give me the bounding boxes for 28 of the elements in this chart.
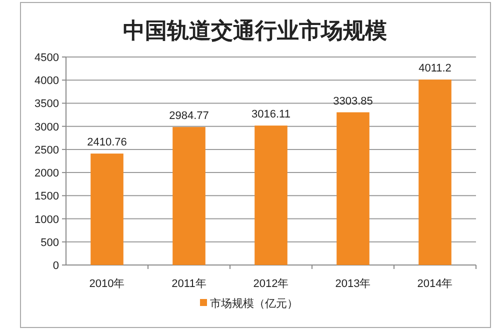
data-label: 2410.76 <box>87 136 127 149</box>
y-tick-label: 2500 <box>34 144 59 156</box>
y-tick-label: 4000 <box>34 75 59 88</box>
bar <box>172 127 206 265</box>
data-label: 3016.11 <box>252 108 290 121</box>
y-tick-label: 3500 <box>34 98 59 110</box>
x-tick-label: 2010年 <box>89 278 125 290</box>
y-tick-label: 0 <box>52 260 59 272</box>
chart-title: 中国轨道交通行业市场规模 <box>123 18 387 43</box>
bar <box>254 126 288 265</box>
y-tick-label: 4500 <box>34 52 59 64</box>
legend: 市场规模（亿元） <box>200 298 298 310</box>
y-tick-label: 1500 <box>34 190 59 203</box>
bar <box>336 112 370 265</box>
data-label: 4011.2 <box>418 62 452 75</box>
data-label: 2984.77 <box>169 110 209 122</box>
x-tick-label: 2011年 <box>172 278 206 290</box>
legend-label: 市场规模（亿元） <box>210 297 298 310</box>
bar <box>418 80 452 265</box>
x-tick-label: 2012年 <box>253 278 289 290</box>
y-tick-label: 1000 <box>34 214 59 226</box>
data-label: 3303.85 <box>333 95 373 108</box>
bar <box>90 154 124 265</box>
x-tick-label: 2013年 <box>335 278 371 290</box>
y-tick-label: 2000 <box>34 168 59 180</box>
y-tick-label: 3000 <box>34 121 59 134</box>
x-tick-label: 2014年 <box>417 278 453 290</box>
y-tick-label: 500 <box>40 236 59 249</box>
